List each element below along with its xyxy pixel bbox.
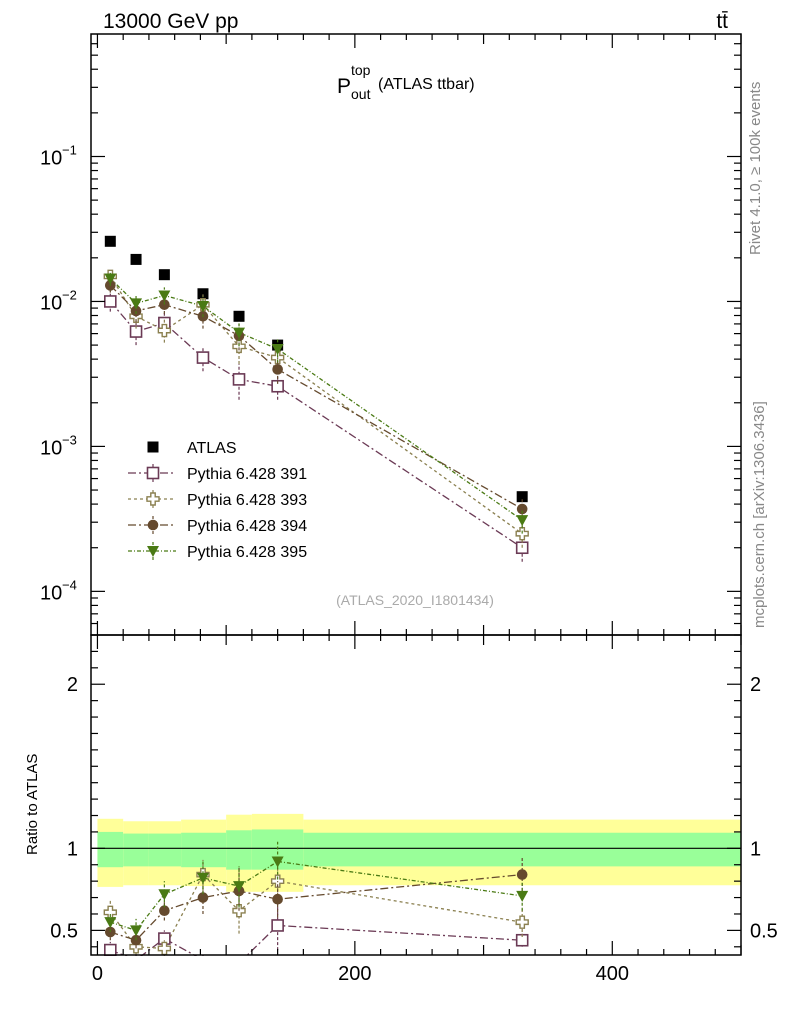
data-point-atlas bbox=[197, 288, 209, 300]
data-point-atlas bbox=[130, 253, 142, 265]
inner-band-segment bbox=[226, 830, 252, 870]
data-point-pythia-6-428-395 bbox=[196, 301, 209, 313]
main-series-points bbox=[103, 235, 529, 562]
main-y-tick-label: 10 bbox=[40, 582, 62, 604]
legend-label: Pythia 6.428 391 bbox=[187, 466, 307, 483]
data-point-atlas bbox=[104, 235, 116, 247]
data-point-pythia-6-428-395 bbox=[130, 298, 143, 310]
series-line-pythia-6-428-394 bbox=[109, 284, 523, 510]
ratio-point-pythia-6-428-395 bbox=[233, 881, 246, 893]
ratio-y-tick-label-left: 2 bbox=[67, 674, 78, 696]
data-point-atlas bbox=[158, 269, 170, 281]
ratio-y-tick-label-right: 0.5 bbox=[750, 920, 778, 942]
data-point-pythia-6-428-394 bbox=[272, 364, 283, 375]
data-point-pythia-6-428-395 bbox=[104, 273, 117, 285]
ratio-ylabel: Ratio to ATLAS bbox=[24, 754, 41, 855]
ratio-point-pythia-6-428-395 bbox=[158, 889, 171, 901]
ratio-y-tick-label-right: 2 bbox=[750, 674, 761, 696]
x-tick-label: 200 bbox=[338, 963, 371, 985]
data-point-pythia-6-428-391 bbox=[232, 373, 246, 386]
main-series-lines bbox=[109, 275, 523, 549]
data-point-pythia-6-428-393 bbox=[157, 323, 172, 338]
ratio-point-pythia-6-428-394 bbox=[272, 893, 283, 905]
series-line-pythia-6-428-391 bbox=[109, 301, 523, 549]
mcplots-label: mcplots.cern.ch [arXiv:1306.3436] bbox=[751, 401, 768, 628]
plot-title-sub: out bbox=[351, 86, 371, 102]
main-y-tick-label: 10 bbox=[40, 148, 62, 170]
inner-band-segment bbox=[123, 833, 149, 867]
x-tick-label: 0 bbox=[92, 963, 103, 985]
main-y-tick-exponent: −3 bbox=[62, 432, 77, 447]
ratio-point-pythia-6-428-394 bbox=[159, 905, 170, 916]
legend-marker-pythia-6-428-393 bbox=[146, 492, 160, 506]
ratio-point-pythia-6-428-395 bbox=[104, 917, 117, 929]
legend-marker-atlas bbox=[147, 441, 159, 453]
series-line-pythia-6-428-395 bbox=[109, 278, 523, 521]
data-point-atlas bbox=[233, 310, 245, 322]
legend-marker-pythia-6-428-391 bbox=[146, 466, 160, 480]
rivet-label: Rivet 4.1.0, ≥ 100k events bbox=[747, 82, 764, 255]
ratio-point-pythia-6-428-395 bbox=[130, 925, 143, 937]
ratio-point-pythia-6-428-391 bbox=[104, 943, 117, 957]
main-y-tick-label: 10 bbox=[40, 437, 62, 459]
data-point-pythia-6-428-391 bbox=[271, 379, 284, 393]
legend: ATLAS Pythia 6.428 391 Pythia 6.428 393 Pyt… bbox=[128, 440, 307, 561]
legend-label: Pythia 6.428 394 bbox=[187, 518, 307, 535]
data-point-pythia-6-428-391 bbox=[104, 295, 117, 308]
analysis-watermark: (ATLAS_2020_I1801434) bbox=[336, 592, 494, 608]
legend-label: ATLAS bbox=[187, 440, 237, 457]
legend-marker-pythia-6-428-395 bbox=[147, 546, 159, 557]
x-tick-label: 400 bbox=[596, 963, 629, 985]
ratio-y-tick-label-left: 0.5 bbox=[50, 920, 78, 942]
ratio-y-tick-label-left: 1 bbox=[67, 838, 78, 860]
ratio-point-pythia-6-428-394 bbox=[197, 892, 209, 903]
ratio-point-pythia-6-428-394 bbox=[516, 869, 528, 880]
ratio-frame bbox=[90, 634, 742, 956]
ratio-point-pythia-6-428-395 bbox=[196, 872, 209, 884]
legend-label: Pythia 6.428 395 bbox=[187, 544, 307, 561]
plot-title: P bbox=[337, 75, 351, 98]
main-y-tick-exponent: −4 bbox=[62, 577, 77, 592]
plot-title-suffix: (ATLAS ttbar) bbox=[378, 76, 475, 93]
data-point-pythia-6-428-391 bbox=[196, 351, 210, 364]
ratio-point-pythia-6-428-393 bbox=[515, 915, 529, 929]
process-label: tt̄ bbox=[716, 10, 728, 33]
ratio-point-pythia-6-428-395 bbox=[516, 890, 529, 902]
data-point-pythia-6-428-395 bbox=[271, 343, 284, 355]
ratio-uncertainty-bands bbox=[91, 813, 741, 892]
inner-band-segment bbox=[181, 832, 227, 868]
main-y-tick-label: 10 bbox=[40, 292, 62, 314]
main-y-tick-exponent: −2 bbox=[62, 287, 77, 302]
inner-band-segment bbox=[97, 831, 124, 868]
series-line-pythia-6-428-393 bbox=[109, 275, 523, 535]
data-point-pythia-6-428-395 bbox=[233, 327, 246, 339]
ratio-y-tick-label-right: 1 bbox=[750, 838, 761, 860]
ratio-series-points bbox=[0, 841, 786, 1024]
data-point-atlas bbox=[516, 491, 528, 503]
energy-label: 13000 GeV pp bbox=[103, 10, 238, 33]
inner-band-segment bbox=[148, 833, 182, 867]
ratio-point-pythia-6-428-395 bbox=[271, 856, 284, 868]
inner-band-segment bbox=[303, 832, 741, 867]
plot-title-sup: top bbox=[351, 62, 371, 78]
legend-label: Pythia 6.428 393 bbox=[187, 492, 307, 509]
data-point-pythia-6-428-395 bbox=[158, 290, 171, 302]
data-point-pythia-6-428-394 bbox=[516, 503, 528, 515]
ratio-line-pythia-6-428-393 bbox=[109, 873, 523, 950]
main-y-tick-exponent: −1 bbox=[62, 143, 77, 158]
ratio-point-pythia-6-428-391 bbox=[271, 919, 284, 932]
data-point-pythia-6-428-394 bbox=[159, 299, 170, 310]
data-point-pythia-6-428-395 bbox=[516, 515, 529, 527]
ratio-clip-mask bbox=[0, 956, 786, 1024]
legend-marker-pythia-6-428-394 bbox=[147, 519, 159, 531]
